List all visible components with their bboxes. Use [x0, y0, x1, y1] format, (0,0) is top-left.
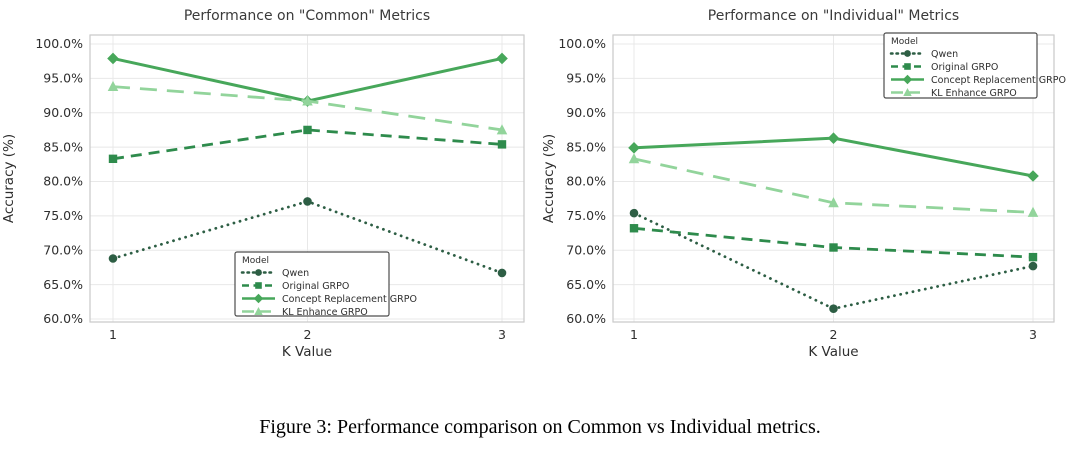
y-tick-label: 90.0%: [566, 105, 606, 120]
chart-svg: 100.0% 95.0% 90.0% 85.0% 80.0% 75.0% 70.0% 65.0…: [541, 8, 1066, 360]
plot-frame: [89, 34, 525, 323]
legend-swatch-marker: [253, 293, 264, 304]
y-tick-label: 100.0%: [558, 36, 606, 51]
y-axis-label: Accuracy (%): [1, 134, 17, 223]
y-tick-label: 75.0%: [43, 208, 83, 223]
y-tick-label: 85.0%: [566, 139, 606, 154]
y-tick-label: 65.0%: [566, 277, 606, 292]
data-point-marker: [1027, 170, 1039, 182]
x-axis-label: K Value: [808, 344, 858, 360]
data-point-marker: [107, 52, 119, 65]
y-tick-label: 60.0%: [566, 311, 606, 326]
data-point-marker: [108, 254, 118, 263]
legend-label: KL Enhance GRPO: [282, 307, 368, 318]
legend-swatch-marker: [254, 306, 263, 315]
series-line: [112, 128, 503, 161]
data-point-marker: [302, 95, 313, 106]
chart-panel-common-metrics: 100.0% 95.0% 90.0% 85.0% 80.0% 75.0% 70.0% 65.0…: [0, 0, 540, 388]
y-tick-label: 60.0%: [43, 311, 83, 326]
y-tick-label: 80.0%: [43, 174, 83, 189]
data-point-marker: [1028, 261, 1038, 271]
y-tick-label: 70.0%: [566, 242, 606, 257]
data-point-marker: [303, 197, 312, 206]
charts-row: 100.0% 95.0% 90.0% 85.0% 80.0% 75.0% 70.0% 65.0…: [0, 0, 1080, 388]
data-point-marker: [497, 268, 507, 278]
data-point-marker: [1027, 206, 1039, 217]
data-point-marker: [496, 52, 508, 65]
data-point-marker: [828, 197, 839, 208]
x-tick-label: 3: [498, 327, 506, 342]
y-tick-label: 90.0%: [43, 105, 83, 120]
legend-box: [234, 251, 390, 317]
chart-svg: 100.0% 95.0% 90.0% 85.0% 80.0% 75.0% 70.0% 65.0…: [1, 8, 525, 360]
legend-label: Concept Replacement GRPO: [931, 75, 1066, 86]
figure-caption: Figure 3: Performance comparison on Comm…: [259, 416, 821, 438]
y-tick-label: 100.0%: [35, 36, 83, 51]
chart-title: Performance on "Individual" Metrics: [708, 8, 959, 24]
legend-swatch-marker: [904, 63, 911, 70]
x-tick-label: 2: [304, 327, 312, 342]
plot-frame: [612, 34, 1055, 323]
x-tick-label: 1: [109, 327, 117, 342]
legend-label: Qwen: [282, 268, 309, 279]
data-point-marker: [303, 125, 312, 135]
legend-title: Model: [242, 256, 269, 266]
data-point-marker: [829, 243, 838, 252]
x-tick-label: 3: [1029, 327, 1037, 342]
y-tick-label: 70.0%: [43, 242, 83, 257]
legend-label: Original GRPO: [931, 62, 998, 73]
y-tick-label: 65.0%: [43, 277, 83, 292]
y-axis-label: Accuracy (%): [541, 134, 557, 223]
data-point-marker: [497, 140, 507, 149]
chart-panel-individual-metrics: 100.0% 95.0% 90.0% 85.0% 80.0% 75.0% 70.0% 65.0…: [540, 0, 1080, 388]
y-tick-label: 95.0%: [43, 71, 83, 86]
x-axis-label: K Value: [282, 344, 332, 360]
legend-swatch-marker: [255, 282, 262, 289]
chart-title: Performance on "Common" Metrics: [184, 8, 430, 24]
data-point-marker: [1028, 252, 1038, 262]
legend-label: Concept Replacement GRPO: [282, 294, 417, 305]
data-point-marker: [107, 80, 119, 92]
data-point-marker: [628, 153, 640, 164]
data-point-marker: [628, 142, 640, 154]
legend-box: [883, 32, 1038, 99]
data-point-marker: [629, 208, 639, 218]
data-point-marker: [108, 154, 118, 164]
legend-label: KL Enhance GRPO: [931, 88, 1017, 99]
y-tick-label: 95.0%: [566, 71, 606, 86]
y-tick-label: 80.0%: [566, 174, 606, 189]
legend-swatch-marker: [903, 87, 912, 96]
data-point-marker: [827, 132, 840, 144]
legend-swatch-marker: [904, 50, 911, 57]
y-tick-label: 75.0%: [566, 208, 606, 223]
x-tick-label: 2: [830, 327, 838, 342]
legend-swatch-marker: [902, 74, 913, 85]
data-point-marker: [496, 124, 508, 135]
legend-label: Qwen: [931, 49, 958, 60]
data-point-marker: [629, 224, 639, 233]
y-tick-label: 85.0%: [43, 139, 83, 154]
legend-label: Original GRPO: [282, 281, 349, 292]
data-point-marker: [829, 304, 838, 313]
legend-swatch-marker: [255, 269, 262, 276]
legend-title: Model: [891, 37, 918, 47]
x-tick-label: 1: [630, 327, 638, 342]
